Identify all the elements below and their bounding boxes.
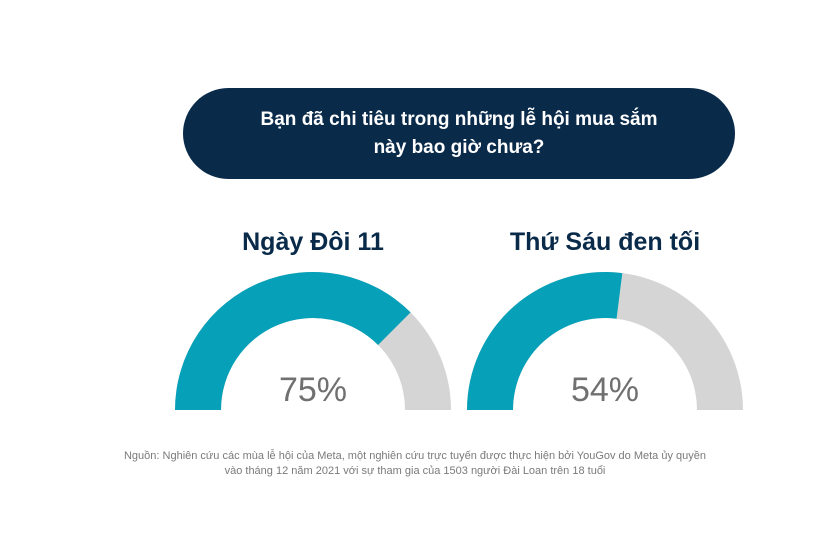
gauge-value-label: 75%	[279, 371, 347, 409]
source-line-1: Nguồn: Nghiên cứu các mùa lễ hội của Met…	[123, 450, 706, 462]
source-line-2: vào tháng 12 năm 2021 với sự tham gia củ…	[224, 465, 606, 477]
question-banner: Bạn đã chi tiêu trong những lễ hội mua s…	[183, 88, 735, 179]
gauge-title-black-friday: Thứ Sáu đen tối	[509, 228, 701, 256]
gauge-fill	[175, 272, 411, 410]
gauge-value-label: 54%	[571, 371, 639, 409]
gauge-black-friday: 54%	[467, 272, 743, 410]
source-note: Nguồn: Nghiên cứu các mùa lễ hội của Met…	[80, 449, 750, 479]
gauge-double-11: 75%	[175, 272, 451, 410]
chart-title: Bạn đã chi tiêu trong những lễ hội mua s…	[260, 108, 658, 158]
gauge-fill	[467, 272, 623, 410]
gauge-title-double-11: Ngày Đôi 11	[242, 228, 384, 256]
